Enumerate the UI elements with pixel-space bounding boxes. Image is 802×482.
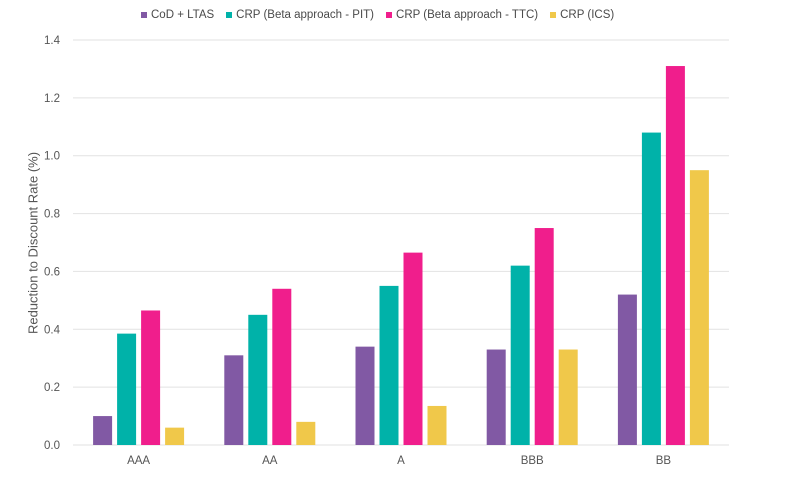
bar-bbb-series-3 xyxy=(558,349,578,445)
bar-a-series-3 xyxy=(427,405,447,445)
y-tick-label: 1.2 xyxy=(44,93,60,105)
legend-label: CRP (Beta approach - TTC) xyxy=(396,9,539,21)
bar-aaa-series-2 xyxy=(141,310,161,445)
legend-item-crp-ics: CRP (ICS) xyxy=(550,9,614,21)
chart-legend: CoD + LTAS CRP (Beta approach - PIT) CRP… xyxy=(141,9,614,21)
x-tick-label: BB xyxy=(656,455,672,467)
x-tick-label: A xyxy=(397,455,405,467)
y-tick-label: 0.8 xyxy=(44,209,60,221)
bar-a-series-2 xyxy=(403,252,423,445)
legend-swatch xyxy=(386,12,393,18)
bar-bbb-series-0 xyxy=(486,349,506,445)
y-tick-label: 1.0 xyxy=(44,151,60,163)
y-tick-label: 0.6 xyxy=(44,266,60,278)
bar-aa-series-2 xyxy=(272,288,292,445)
bar-bb-series-3 xyxy=(689,170,709,445)
bars xyxy=(93,66,709,446)
bar-bb-series-0 xyxy=(617,294,637,445)
x-tick-label: AAA xyxy=(127,455,150,467)
bar-aaa-series-0 xyxy=(93,416,113,445)
legend-item-crp-ttc: CRP (Beta approach - TTC) xyxy=(386,9,538,21)
y-tick-label: 0.4 xyxy=(44,324,61,336)
bar-aa-series-0 xyxy=(224,355,244,445)
bar-bb-series-1 xyxy=(641,132,661,446)
x-tick-label: AA xyxy=(262,455,278,467)
x-tick-labels: AAA AA A BBB BB xyxy=(127,455,671,467)
y-tick-label: 0.0 xyxy=(44,440,60,452)
y-tick-label: 1.4 xyxy=(44,35,61,47)
bar-aa-series-1 xyxy=(248,314,268,445)
legend-label: CRP (Beta approach - PIT) xyxy=(236,9,375,21)
bar-a-series-1 xyxy=(379,285,399,445)
bar-aaa-series-1 xyxy=(117,333,137,445)
bar-aa-series-3 xyxy=(296,421,316,445)
y-tick-labels: 0.0 0.2 0.4 0.6 0.8 1.0 1.2 1.4 xyxy=(44,35,61,452)
legend-swatch xyxy=(141,12,147,18)
x-tick-label: BBB xyxy=(521,455,544,467)
bar-aaa-series-3 xyxy=(165,427,185,445)
bar-bbb-series-1 xyxy=(510,265,530,445)
legend-swatch xyxy=(226,12,233,18)
legend-item-cod-ltas: CoD + LTAS xyxy=(141,9,214,21)
y-tick-label: 0.2 xyxy=(44,382,60,394)
bar-bbb-series-2 xyxy=(534,228,554,445)
legend-item-crp-pit: CRP (Beta approach - PIT) xyxy=(226,9,374,21)
bar-a-series-0 xyxy=(355,346,375,445)
bar-bb-series-2 xyxy=(665,66,685,446)
legend-label: CRP (ICS) xyxy=(560,9,615,21)
legend-swatch xyxy=(550,12,557,18)
legend-label: CoD + LTAS xyxy=(151,9,215,21)
